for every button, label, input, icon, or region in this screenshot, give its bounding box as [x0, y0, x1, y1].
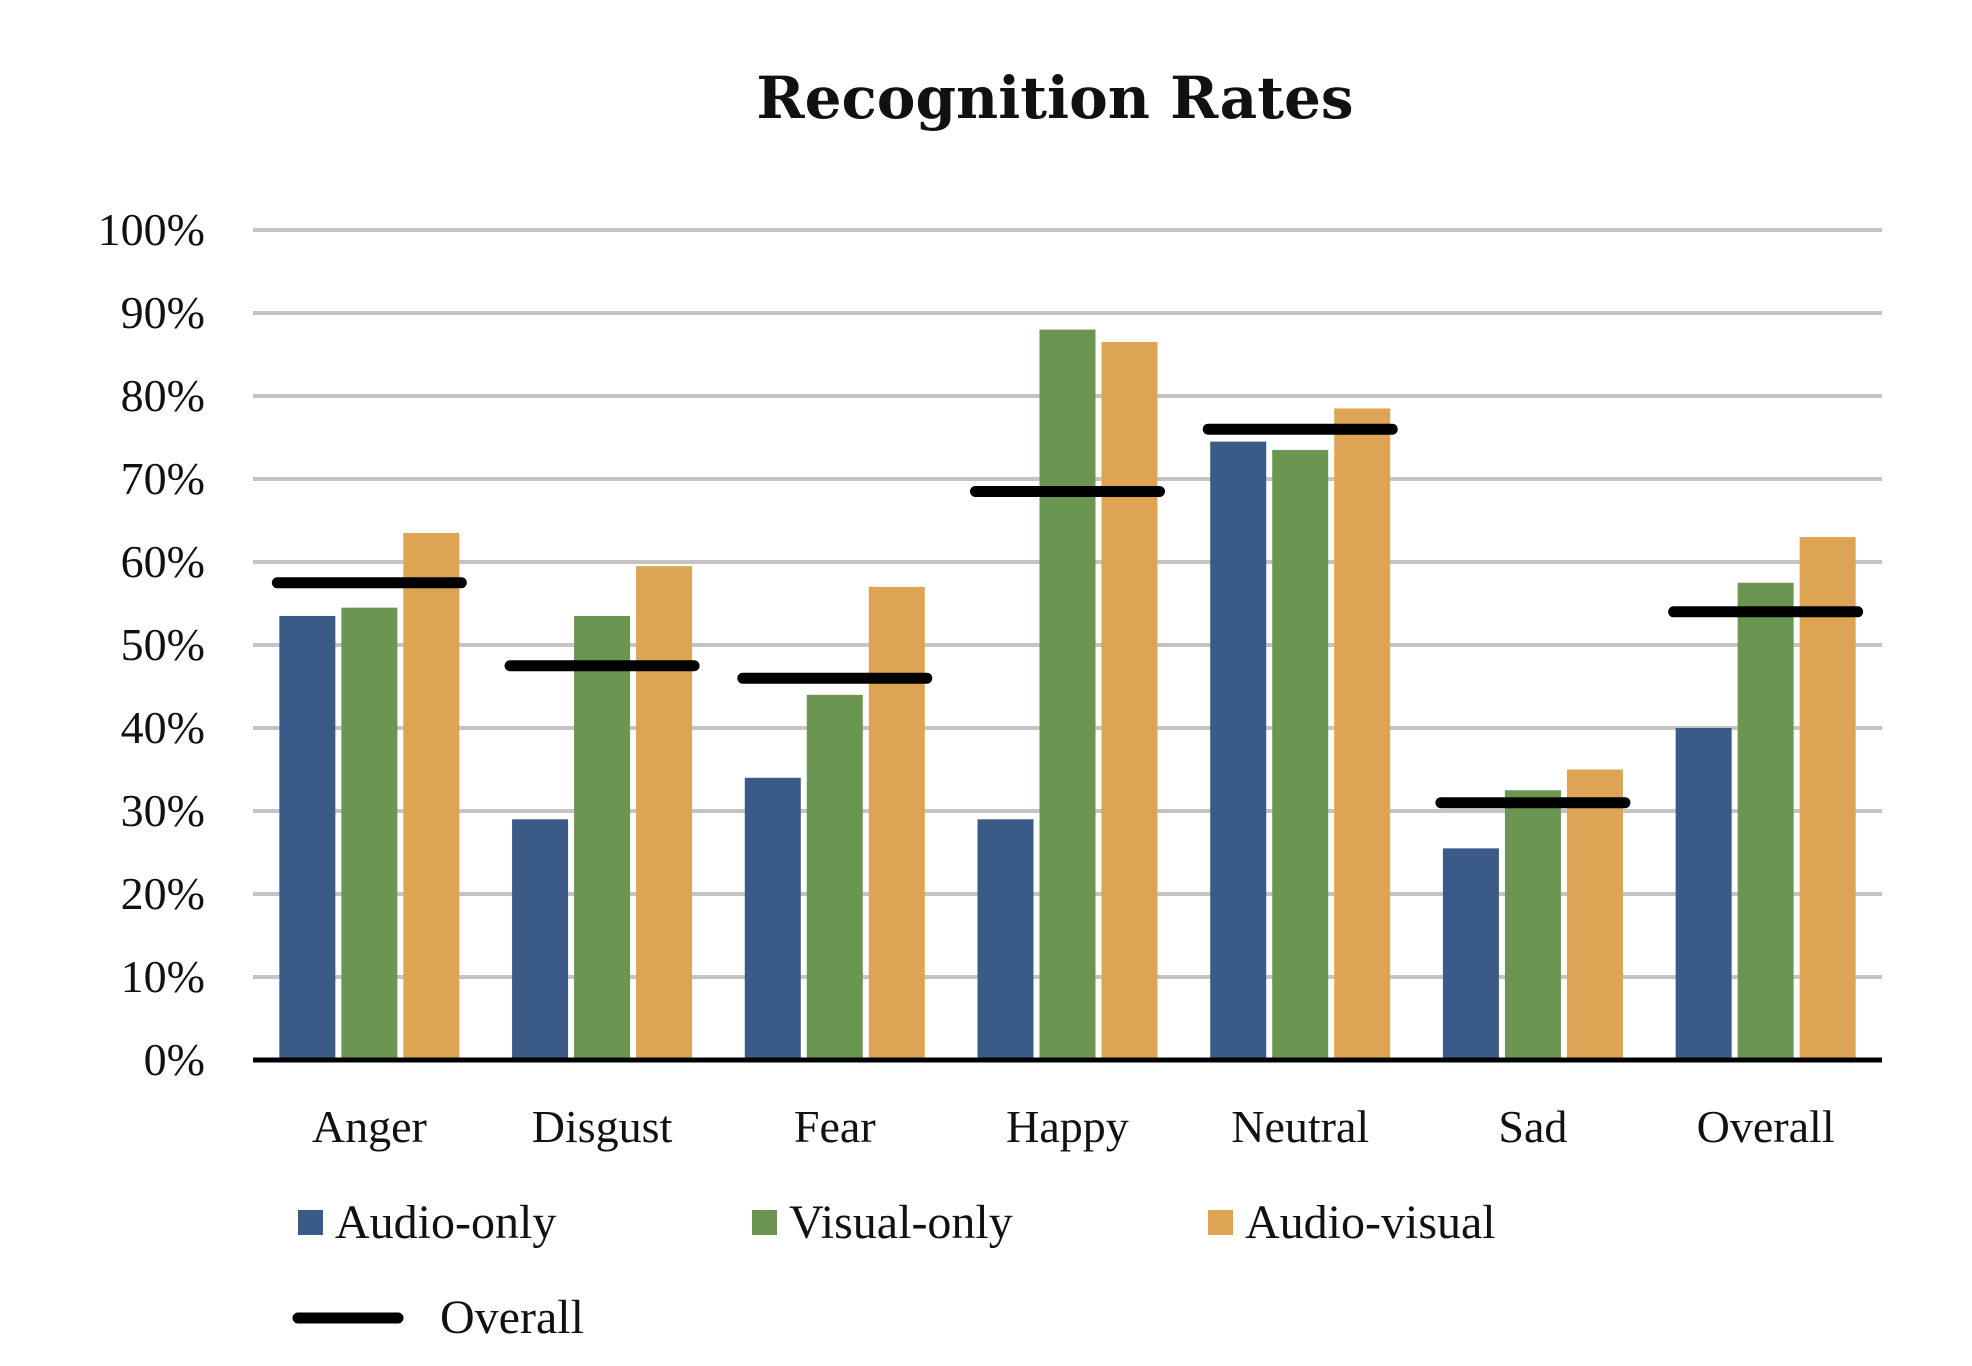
- chart-title: Recognition Rates: [756, 64, 1353, 132]
- bar-audio-only-neutral: [1210, 441, 1267, 1060]
- bar-audio-only-sad: [1442, 848, 1499, 1060]
- y-tick-label: 60%: [121, 536, 205, 587]
- y-tick-label: 0%: [144, 1034, 205, 1085]
- category-label: Sad: [1498, 1101, 1567, 1152]
- category-label: Happy: [1006, 1101, 1129, 1152]
- category-label: Neutral: [1231, 1101, 1369, 1152]
- legend-swatch-audio-only: [298, 1210, 323, 1235]
- category-label: Anger: [312, 1101, 427, 1152]
- legend-swatch-audio-visual: [1208, 1210, 1233, 1235]
- y-tick-label: 50%: [121, 619, 205, 670]
- legend-label: Overall: [440, 1291, 584, 1344]
- category-label: Disgust: [532, 1101, 673, 1152]
- bar-audio-only-disgust: [512, 819, 569, 1060]
- y-axis-tick-labels: 0% 10% 20% 30% 40% 50% 60% 70% 80% 90% 100%: [98, 204, 205, 1085]
- bar-visual-only-neutral: [1272, 449, 1329, 1060]
- legend-label: Visual-only: [789, 1196, 1013, 1249]
- legend-label: Audio-only: [335, 1196, 556, 1249]
- legend-label: Audio-visual: [1245, 1196, 1496, 1249]
- bar-audio-visual-sad: [1566, 769, 1623, 1060]
- y-tick-label: 10%: [121, 951, 205, 1002]
- y-tick-label: 90%: [121, 287, 205, 338]
- bar-visual-only-overall: [1737, 582, 1794, 1060]
- y-tick-label: 100%: [98, 204, 205, 255]
- y-tick-label: 70%: [121, 453, 205, 504]
- bar-visual-only-anger: [341, 607, 398, 1060]
- overall-markers: [271, 423, 1864, 809]
- bar-visual-only-disgust: [574, 615, 631, 1060]
- y-tick-label: 80%: [121, 370, 205, 421]
- bar-audio-only-fear: [744, 777, 801, 1060]
- y-tick-label: 40%: [121, 702, 205, 753]
- bar-audio-only-happy: [977, 819, 1034, 1060]
- bar-audio-only-overall: [1675, 728, 1732, 1060]
- bar-audio-visual-overall: [1799, 537, 1856, 1060]
- bars: [279, 329, 1856, 1061]
- category-labels: Anger Disgust Fear Happy Neutral Sad Overall: [312, 1101, 1835, 1152]
- bar-audio-visual-anger: [403, 532, 460, 1060]
- bar-audio-visual-disgust: [636, 566, 693, 1060]
- legend-swatch-visual-only: [752, 1210, 777, 1235]
- category-label: Fear: [794, 1101, 876, 1152]
- bar-audio-only-anger: [279, 615, 336, 1060]
- bar-visual-only-fear: [806, 694, 863, 1060]
- bar-audio-visual-fear: [868, 586, 925, 1060]
- bar-visual-only-happy: [1039, 329, 1096, 1061]
- bar-audio-visual-neutral: [1334, 408, 1391, 1060]
- bar-audio-visual-happy: [1101, 342, 1158, 1060]
- bar-visual-only-sad: [1504, 790, 1561, 1060]
- y-tick-label: 30%: [121, 785, 205, 836]
- legend: Audio-only Visual-only Audio-visual Overall: [292, 1196, 1496, 1344]
- y-tick-label: 20%: [121, 868, 205, 919]
- category-label: Overall: [1697, 1101, 1835, 1152]
